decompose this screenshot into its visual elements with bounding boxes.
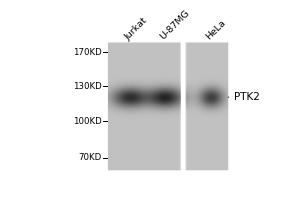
Text: HeLa: HeLa (204, 18, 228, 42)
Text: Jurkat: Jurkat (123, 16, 149, 42)
Text: 130KD: 130KD (73, 82, 101, 91)
Text: 70KD: 70KD (78, 153, 101, 162)
Text: U-87MG: U-87MG (158, 9, 191, 42)
Text: PTK2: PTK2 (234, 92, 260, 102)
Text: 100KD: 100KD (73, 117, 101, 126)
Text: 170KD: 170KD (73, 48, 101, 57)
